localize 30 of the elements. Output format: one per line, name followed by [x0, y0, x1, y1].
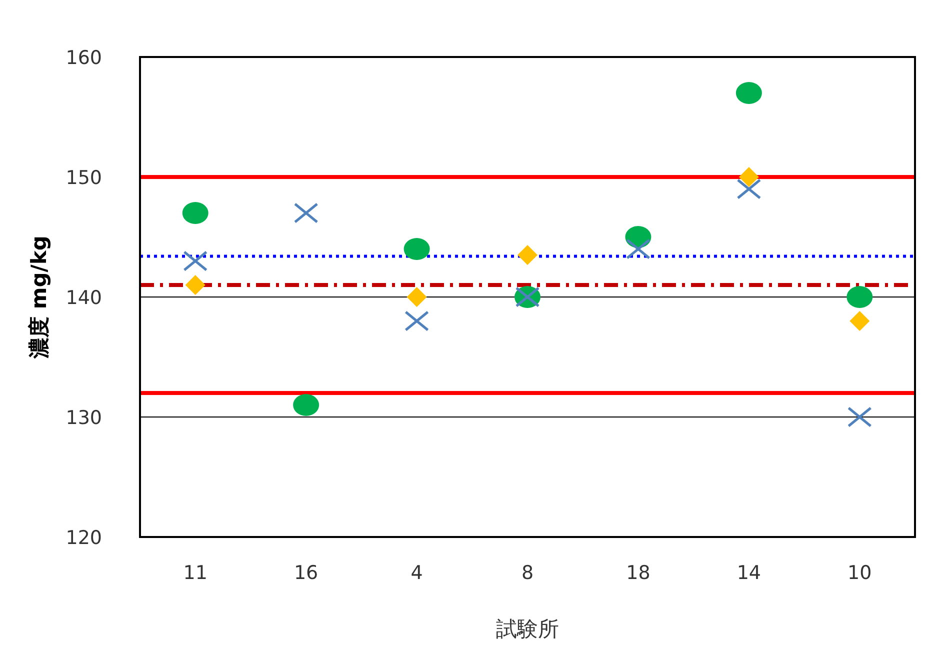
point [736, 82, 762, 104]
point [850, 311, 870, 331]
point [183, 250, 208, 272]
x-axis-title: 試験所 [496, 617, 559, 641]
point [626, 238, 650, 260]
point [846, 286, 873, 308]
point [847, 406, 872, 428]
point [736, 178, 762, 200]
point [406, 287, 427, 307]
point [738, 167, 759, 187]
point [404, 310, 430, 332]
x-tick-label: 16 [294, 562, 318, 584]
x-tick-label: 10 [848, 562, 872, 584]
point [294, 202, 318, 224]
x-tick-label: 11 [183, 562, 208, 584]
point [185, 275, 206, 295]
y-tick-label: 160 [66, 47, 102, 69]
y-tick-label: 150 [66, 167, 102, 189]
point [404, 238, 430, 260]
y-tick-label: 140 [66, 287, 102, 309]
point [182, 202, 208, 224]
y-tick-label: 130 [66, 407, 102, 429]
y-tick-label: 120 [66, 527, 102, 549]
x-tick-label: 4 [410, 562, 423, 584]
x-tick-label: 14 [736, 562, 762, 584]
y-axis-title: 濃度 mg/kg [27, 236, 51, 360]
point [293, 394, 320, 416]
point [518, 245, 538, 265]
x-tick-label: 8 [521, 562, 534, 584]
x-tick-label: 18 [626, 562, 650, 584]
